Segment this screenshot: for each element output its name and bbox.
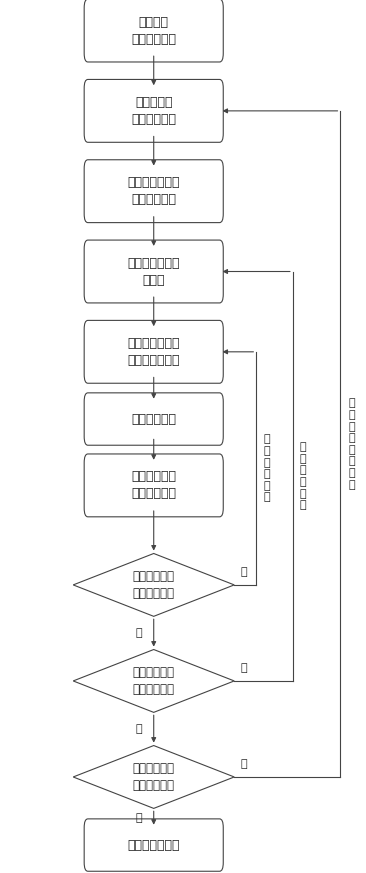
Text: 判断试验方向
是否覆盖全面: 判断试验方向 是否覆盖全面 <box>133 570 175 600</box>
Polygon shape <box>73 650 234 712</box>
Text: 开始微重力试
验，摄像结果: 开始微重力试 验，摄像结果 <box>131 471 176 500</box>
Text: 调整摄像装置: 调整摄像装置 <box>131 413 176 425</box>
FancyBboxPatch shape <box>84 454 223 517</box>
Text: 更
改
放
置
方
式: 更 改 放 置 方 式 <box>263 435 270 502</box>
Text: 微重力试验结束: 微重力试验结束 <box>127 839 180 851</box>
Text: 向方形液槽内加
模拟液: 向方形液槽内加 模拟液 <box>127 257 180 286</box>
Text: 是: 是 <box>136 628 142 638</box>
Text: 判断模型部件
是否覆盖全面: 判断模型部件 是否覆盖全面 <box>133 762 175 792</box>
FancyBboxPatch shape <box>84 79 223 142</box>
FancyBboxPatch shape <box>84 320 223 383</box>
Text: 否: 否 <box>240 759 247 769</box>
FancyBboxPatch shape <box>84 160 223 223</box>
Text: 是: 是 <box>136 813 142 823</box>
Text: 更
改
缩
比
模
型
部
件: 更 改 缩 比 模 型 部 件 <box>348 398 355 490</box>
Text: 判断液面高度
是否覆盖全面: 判断液面高度 是否覆盖全面 <box>133 666 175 696</box>
Polygon shape <box>73 553 234 616</box>
Text: 是: 是 <box>136 724 142 734</box>
Text: 将缩比模型固定
在方形液槽内: 将缩比模型固定 在方形液槽内 <box>127 176 180 206</box>
Text: 更
改
液
面
高
度: 更 改 液 面 高 度 <box>300 443 306 510</box>
Text: 否: 否 <box>240 567 247 577</box>
FancyBboxPatch shape <box>84 819 223 871</box>
Text: 选取蓄液器
缩比模型部件: 选取蓄液器 缩比模型部件 <box>131 96 176 126</box>
Text: 方形液槽安装固
定在试验系统上: 方形液槽安装固 定在试验系统上 <box>127 337 180 367</box>
Text: 否: 否 <box>240 663 247 673</box>
FancyBboxPatch shape <box>84 0 223 62</box>
FancyBboxPatch shape <box>84 393 223 445</box>
Text: 试验准备
搭接试验系统: 试验准备 搭接试验系统 <box>131 16 176 45</box>
FancyBboxPatch shape <box>84 240 223 303</box>
Polygon shape <box>73 746 234 808</box>
